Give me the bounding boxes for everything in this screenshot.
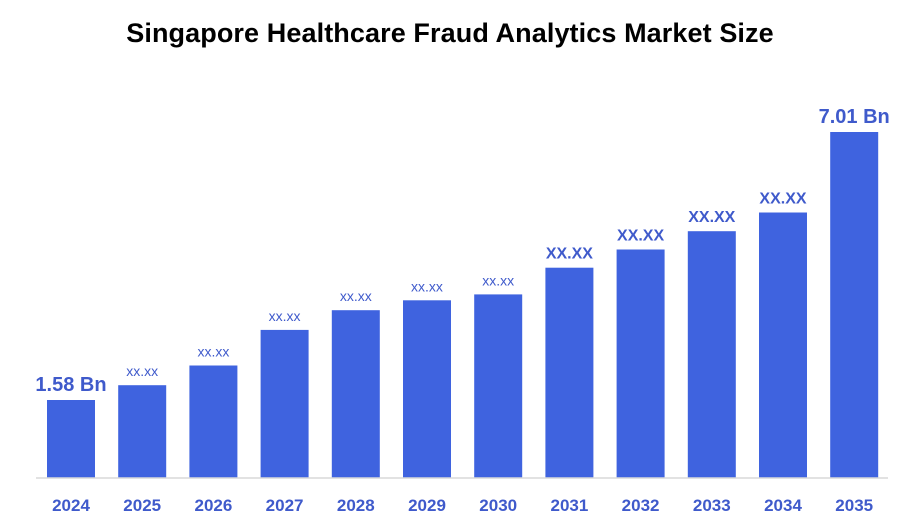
bar-2033 bbox=[687, 231, 736, 478]
bar-2034 bbox=[759, 212, 807, 478]
x-tick-label-2035: 2035 bbox=[835, 496, 873, 515]
bar-2026 bbox=[189, 365, 238, 478]
x-tick-label-2024: 2024 bbox=[52, 496, 90, 515]
x-tick-label-2032: 2032 bbox=[622, 496, 660, 515]
bar-2025 bbox=[118, 385, 167, 478]
bar-2027 bbox=[260, 329, 309, 478]
bar-2024 bbox=[47, 400, 95, 478]
bar-2035 bbox=[830, 132, 879, 478]
bar-2028 bbox=[331, 310, 380, 478]
x-tick-label-2028: 2028 bbox=[337, 496, 375, 515]
bar-2029 bbox=[403, 300, 451, 478]
bars-group bbox=[47, 132, 879, 478]
x-tick-label-2031: 2031 bbox=[550, 496, 588, 515]
x-tick-labels-group: 2024 2025 2026 2027 2028 2029 2030 2031 2032 2033… bbox=[52, 496, 873, 515]
x-tick-label-2027: 2027 bbox=[266, 496, 304, 515]
bar-2031 bbox=[545, 267, 594, 478]
x-tick-label-2026: 2026 bbox=[194, 496, 232, 515]
data-label-2025: xx.xx bbox=[126, 363, 158, 379]
data-label-2031: XX.XX bbox=[546, 246, 593, 263]
data-label-2032: XX.XX bbox=[617, 228, 664, 245]
data-label-2024: 1.58 Bn bbox=[35, 374, 106, 396]
bar-2030 bbox=[474, 294, 523, 478]
data-label-2027: xx.xx bbox=[269, 308, 301, 324]
data-label-2033: XX.XX bbox=[688, 209, 735, 226]
chart-title: Singapore Healthcare Fraud Analytics Mar… bbox=[126, 18, 774, 48]
bar-2032 bbox=[616, 249, 665, 478]
data-label-2029: xx.xx bbox=[411, 278, 443, 294]
x-tick-label-2029: 2029 bbox=[408, 496, 446, 515]
data-label-2035: 7.01 Bn bbox=[819, 106, 890, 128]
data-labels-group: 1.58 Bn xx.xx xx.xx xx.xx xx.xx xx.xx xx.xx XX.… bbox=[35, 106, 889, 396]
x-tick-label-2030: 2030 bbox=[479, 496, 517, 515]
x-tick-label-2025: 2025 bbox=[123, 496, 161, 515]
data-label-2028: xx.xx bbox=[340, 288, 372, 304]
x-tick-label-2034: 2034 bbox=[764, 496, 802, 515]
data-label-2026: xx.xx bbox=[197, 344, 229, 360]
x-tick-label-2033: 2033 bbox=[693, 496, 731, 515]
data-label-2034: XX.XX bbox=[759, 191, 806, 208]
data-label-2030: xx.xx bbox=[482, 272, 514, 288]
